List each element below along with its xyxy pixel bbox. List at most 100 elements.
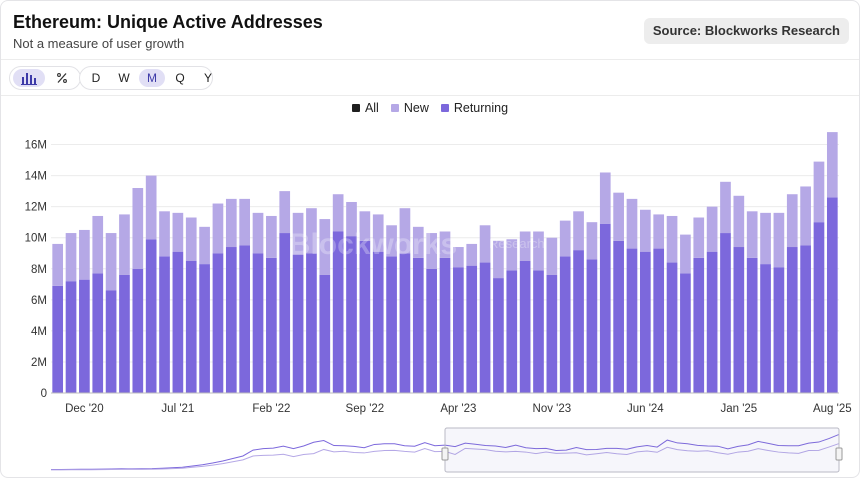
bar-returning[interactable] — [653, 248, 665, 393]
bar-returning[interactable] — [506, 270, 518, 393]
bar-returning[interactable] — [279, 233, 291, 393]
bar-returning[interactable] — [412, 257, 424, 393]
bar-returning[interactable] — [306, 253, 317, 393]
timeframe-w-button[interactable]: W — [118, 71, 130, 85]
bar-returning[interactable] — [639, 251, 651, 393]
bar-new[interactable] — [79, 229, 90, 280]
bar-new[interactable] — [105, 233, 117, 291]
bar-new[interactable] — [279, 191, 291, 234]
bar-returning[interactable] — [105, 290, 117, 393]
bar-new[interactable] — [706, 206, 718, 252]
bar-returning[interactable] — [773, 267, 785, 393]
bar-new[interactable] — [239, 198, 251, 246]
bar-new[interactable] — [639, 209, 651, 252]
bar-returning[interactable] — [399, 253, 411, 393]
bar-new[interactable] — [760, 212, 771, 265]
bar-returning[interactable] — [813, 222, 825, 393]
bar-new[interactable] — [519, 231, 531, 261]
bar-new[interactable] — [786, 194, 798, 248]
bar-new[interactable] — [439, 231, 451, 258]
bar-returning[interactable] — [546, 274, 558, 393]
timeframe-m-button[interactable]: M — [139, 69, 165, 87]
bar-new[interactable] — [372, 214, 384, 252]
bar-new[interactable] — [546, 237, 558, 275]
bar-returning[interactable] — [199, 264, 210, 393]
bar-returning[interactable] — [386, 256, 397, 393]
bar-new[interactable] — [733, 195, 745, 248]
bar-returning[interactable] — [519, 261, 531, 393]
bar-returning[interactable] — [439, 257, 451, 393]
bar-new[interactable] — [119, 214, 130, 275]
bar-returning[interactable] — [453, 267, 464, 393]
bar-new[interactable] — [292, 212, 304, 255]
timeframe-y-button[interactable]: Y — [203, 71, 212, 85]
bar-returning[interactable] — [466, 265, 478, 393]
bar-new[interactable] — [426, 233, 437, 269]
bar-new[interactable] — [346, 201, 357, 237]
bar-new[interactable] — [185, 217, 197, 261]
bar-new[interactable] — [172, 212, 184, 252]
bar-new[interactable] — [573, 211, 584, 251]
bar-new[interactable] — [666, 215, 678, 263]
bar-new[interactable] — [225, 198, 237, 248]
bar-new[interactable] — [159, 211, 170, 257]
bar-new[interactable] — [599, 172, 611, 224]
bar-returning[interactable] — [800, 245, 811, 393]
bar-returning[interactable] — [493, 278, 504, 393]
bar-new[interactable] — [586, 222, 598, 260]
bar-returning[interactable] — [613, 240, 624, 393]
bar-new[interactable] — [479, 225, 491, 263]
bar-returning[interactable] — [693, 257, 705, 393]
bar-returning[interactable] — [372, 251, 384, 393]
bar-returning[interactable] — [212, 253, 224, 393]
bar-returning[interactable] — [52, 285, 64, 393]
bar-new[interactable] — [613, 192, 624, 241]
bar-returning[interactable] — [573, 250, 584, 393]
bar-new[interactable] — [332, 194, 344, 232]
bar-new[interactable] — [306, 208, 317, 254]
bar-returning[interactable] — [720, 233, 731, 393]
bar-new[interactable] — [199, 226, 210, 265]
bar-returning[interactable] — [626, 248, 638, 393]
bar-new[interactable] — [826, 132, 838, 198]
bar-returning[interactable] — [65, 281, 77, 393]
bar-returning[interactable] — [252, 253, 264, 393]
bar-returning[interactable] — [426, 268, 437, 393]
percent-button[interactable] — [47, 69, 77, 87]
bar-returning[interactable] — [266, 257, 277, 393]
bar-returning[interactable] — [359, 240, 371, 393]
legend-item-returning[interactable]: Returning — [440, 101, 508, 115]
bar-new[interactable] — [800, 186, 811, 246]
bar-returning[interactable] — [760, 264, 771, 393]
bar-new[interactable] — [746, 211, 758, 258]
bar-returning[interactable] — [706, 251, 718, 393]
bar-new[interactable] — [559, 220, 571, 257]
bar-returning[interactable] — [292, 254, 304, 393]
bar-new[interactable] — [145, 175, 157, 240]
bar-returning[interactable] — [680, 273, 691, 393]
bar-returning[interactable] — [746, 257, 758, 393]
timeframe-q-button[interactable]: Q — [175, 71, 185, 85]
bar-returning[interactable] — [733, 247, 745, 393]
bar-new[interactable] — [773, 212, 785, 268]
bar-new[interactable] — [399, 208, 411, 254]
bar-returning[interactable] — [239, 245, 251, 393]
bar-returning[interactable] — [479, 262, 491, 393]
bar-new[interactable] — [453, 247, 464, 268]
bar-new[interactable] — [533, 231, 544, 271]
bar-new[interactable] — [720, 181, 731, 234]
navigator-selection[interactable] — [444, 427, 840, 473]
source-button[interactable]: Source: Blockworks Research — [643, 18, 849, 44]
bar-new[interactable] — [506, 239, 518, 271]
bar-returning[interactable] — [92, 273, 104, 393]
bar-new[interactable] — [493, 240, 504, 279]
bar-new[interactable] — [132, 188, 144, 269]
bar-returning[interactable] — [599, 223, 611, 393]
bar-returning[interactable] — [79, 279, 90, 393]
bar-returning[interactable] — [826, 197, 838, 393]
bar-chart-button[interactable] — [13, 69, 45, 87]
bar-new[interactable] — [626, 198, 638, 249]
bar-returning[interactable] — [132, 268, 144, 393]
navigator-handle-left[interactable] — [441, 447, 449, 461]
bar-returning[interactable] — [559, 256, 571, 393]
